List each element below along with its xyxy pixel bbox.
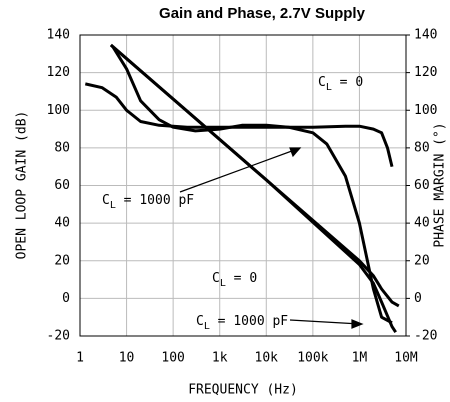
y2-tick-label: 140 bbox=[414, 28, 437, 43]
annotation-subscript: L bbox=[220, 278, 226, 289]
y-tick-label: 100 bbox=[47, 103, 70, 118]
annotation-text: C bbox=[318, 75, 326, 90]
x-tick-label: 1k bbox=[212, 351, 228, 366]
annotation-subscript: L bbox=[204, 321, 210, 332]
arrows bbox=[179, 147, 364, 329]
y2-tick-label: 20 bbox=[414, 253, 430, 268]
x-tick-label: 100k bbox=[297, 351, 328, 366]
x-tick-label: 10 bbox=[119, 351, 135, 366]
annotation: CL = 0 bbox=[318, 75, 363, 94]
annotation-text: = 1000 pF bbox=[210, 314, 288, 329]
arrowhead bbox=[351, 319, 364, 329]
series-line bbox=[84, 82, 394, 168]
y-tick-label: 140 bbox=[47, 28, 70, 43]
arrow bbox=[179, 147, 301, 193]
y-tick-label: 120 bbox=[47, 65, 70, 80]
y2-axis-label: PHASE MARGIN (°) bbox=[433, 122, 448, 247]
y2-tick-label: 60 bbox=[414, 178, 430, 193]
y2-tick-label: 120 bbox=[414, 65, 437, 80]
series-line bbox=[111, 45, 393, 325]
y-tick-label: 20 bbox=[54, 253, 70, 268]
annotation-text: C bbox=[196, 314, 204, 329]
x-axis-label: FREQUENCY (Hz) bbox=[188, 383, 298, 398]
annotation-subscript: L bbox=[110, 200, 116, 211]
y-tick-label: 80 bbox=[54, 140, 70, 155]
series-line bbox=[109, 43, 397, 334]
y-tick-label: 0 bbox=[62, 291, 70, 306]
y2-tick-label: 100 bbox=[414, 103, 437, 118]
annotation-text: C bbox=[102, 193, 110, 208]
y-tick-label: -20 bbox=[47, 329, 70, 344]
y-axis-label: OPEN LOOP GAIN (dB) bbox=[15, 111, 30, 260]
annotation-text: C bbox=[212, 271, 220, 286]
y2-tick-label: 40 bbox=[414, 216, 430, 231]
annotation: CL = 0 bbox=[212, 271, 257, 290]
annotation-subscript: L bbox=[326, 82, 332, 93]
y2-tick-label: 0 bbox=[414, 291, 422, 306]
arrowhead bbox=[289, 147, 302, 158]
annotation: CL = 1000 pF bbox=[196, 314, 288, 333]
x-tick-label: 1 bbox=[76, 351, 84, 366]
x-tick-label: 10M bbox=[394, 351, 418, 366]
annotation: CL = 1000 pF bbox=[102, 193, 194, 212]
arrow bbox=[289, 319, 361, 325]
chart-title: Gain and Phase, 2.7V Supply bbox=[159, 5, 366, 22]
y2-tick-label: -20 bbox=[414, 329, 437, 344]
plot bbox=[79, 34, 410, 337]
y2-tick-label: 80 bbox=[414, 140, 430, 155]
y-tick-label: 40 bbox=[54, 216, 70, 231]
x-tick-label: 10k bbox=[255, 351, 279, 366]
x-tick-label: 1M bbox=[352, 351, 368, 366]
annotation-text: = 0 bbox=[226, 271, 257, 286]
x-tick-label: 100 bbox=[161, 351, 184, 366]
plot-frame bbox=[79, 34, 407, 337]
y-tick-label: 60 bbox=[54, 178, 70, 193]
annotation-text: = 1000 pF bbox=[116, 193, 194, 208]
annotation-text: = 0 bbox=[332, 75, 363, 90]
